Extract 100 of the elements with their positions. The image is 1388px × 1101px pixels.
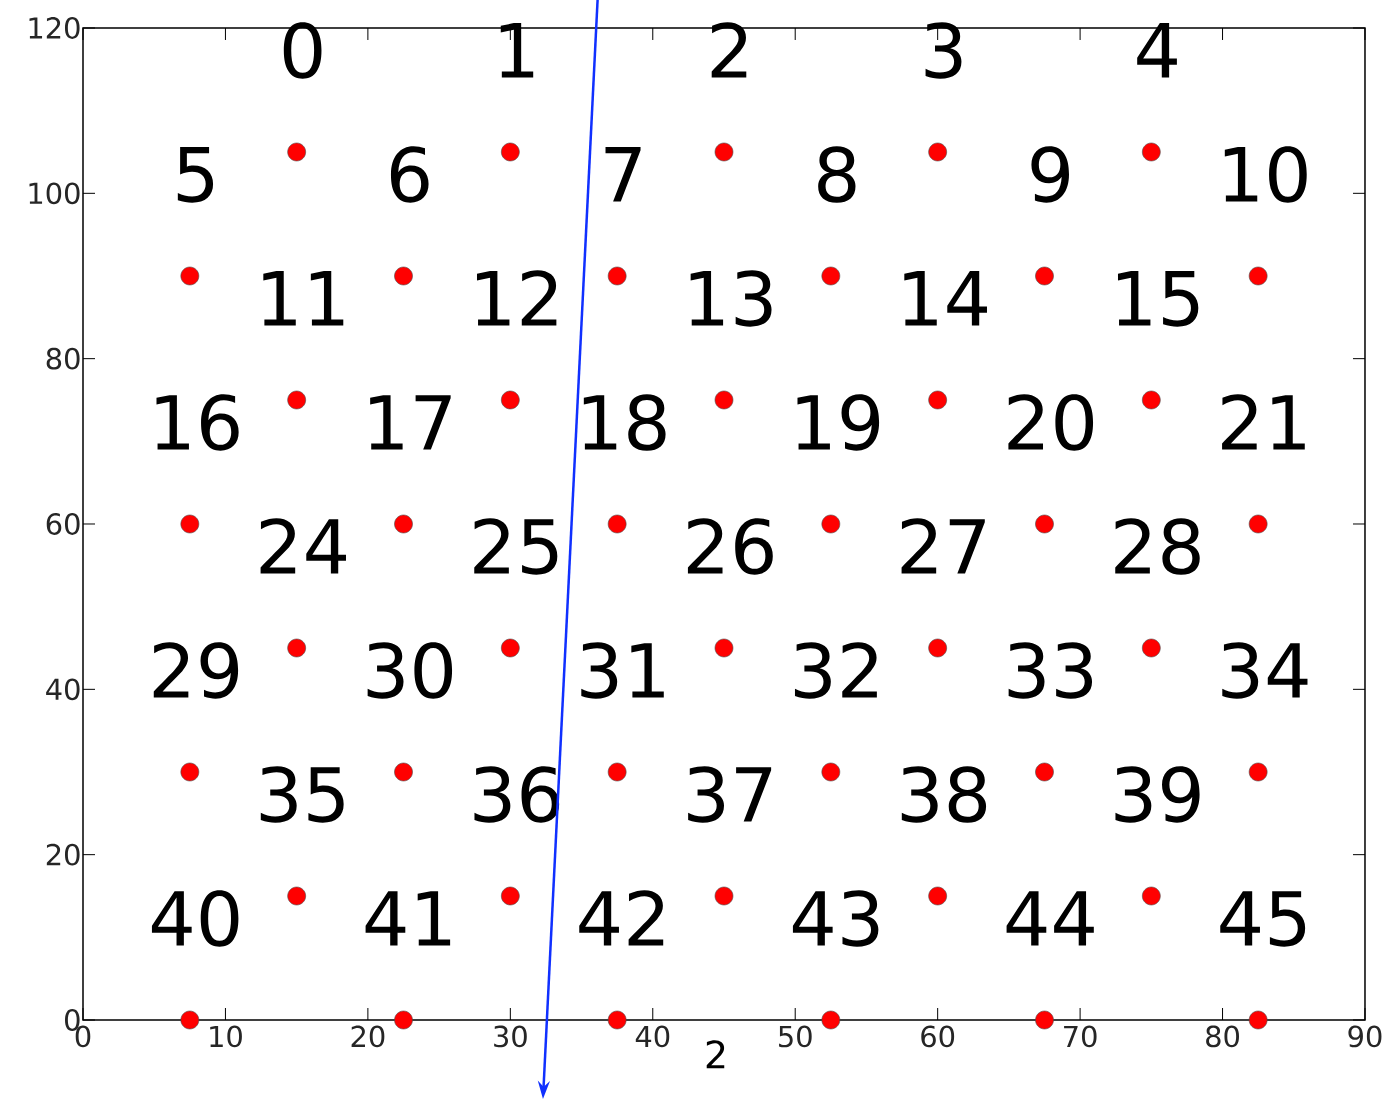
annotation: 39 [1115, 766, 1200, 823]
point [1035, 514, 1054, 534]
annotation: 31 [581, 642, 664, 699]
point [394, 266, 413, 286]
point [1142, 638, 1161, 658]
point [1142, 390, 1161, 410]
annotation: 5 [177, 147, 214, 203]
annotation: 10 [1224, 146, 1307, 203]
point [1248, 1010, 1268, 1030]
annotation: 41 [365, 891, 451, 946]
point [714, 390, 734, 410]
y-tick-label: 80 [46, 347, 80, 370]
annotation: 35 [260, 766, 344, 823]
annotation: 18 [583, 394, 666, 451]
point [607, 514, 627, 534]
annotation: 20 [1008, 394, 1094, 451]
annotation: 26 [687, 518, 773, 575]
point [287, 142, 306, 162]
point [1035, 762, 1054, 782]
point [821, 762, 841, 782]
annotation: 4 [1137, 23, 1177, 78]
annotation: 13 [690, 270, 772, 327]
x-tick-label: 70 [1064, 1025, 1097, 1048]
point [1035, 1010, 1054, 1030]
point [607, 762, 627, 782]
annotation: 8 [818, 146, 856, 203]
point [714, 142, 734, 162]
y-tick-label: 60 [46, 513, 80, 535]
annotation: 38 [901, 766, 987, 823]
y-tick-label: 120 [29, 17, 80, 39]
annotation: 1 [500, 23, 534, 78]
annotation: 9 [1031, 146, 1069, 203]
point [501, 142, 520, 162]
point [180, 762, 200, 782]
annotation: 27 [901, 518, 985, 574]
annotation: 16 [156, 394, 239, 451]
point [821, 514, 841, 534]
point [928, 390, 947, 410]
x-tick-label: 80 [1206, 1025, 1239, 1048]
point [501, 390, 520, 410]
x-tick-label: 10 [210, 1025, 242, 1048]
x-tick-label: 90 [1348, 1025, 1382, 1048]
x-tick-label: 50 [779, 1025, 812, 1048]
annotation: 17 [370, 395, 451, 450]
annotation: 32 [794, 642, 877, 699]
y-tick-label: 20 [46, 843, 80, 866]
x-tick-label: 60 [921, 1025, 955, 1048]
annotation: 19 [797, 394, 880, 451]
point [1142, 886, 1161, 906]
annotation: 15 [1117, 271, 1199, 327]
point [1035, 266, 1054, 286]
annotation: 6 [390, 146, 429, 203]
point [287, 638, 306, 658]
point [928, 142, 947, 162]
point [287, 390, 306, 410]
y-tick-label: 40 [46, 678, 80, 701]
point [821, 1010, 841, 1030]
annotation: 45 [1220, 891, 1306, 947]
point [1142, 142, 1161, 162]
annotation: 2 [711, 22, 747, 78]
point [607, 266, 627, 286]
point [1248, 762, 1268, 782]
annotation: 21 [1222, 394, 1305, 450]
point [928, 886, 947, 906]
point [501, 886, 520, 906]
annotation: 37 [688, 766, 772, 823]
x-tick-label: 20 [351, 1025, 385, 1048]
annotation: 30 [367, 642, 453, 699]
annotation: 34 [1222, 642, 1308, 699]
point [394, 762, 413, 782]
annotation: 0 [283, 22, 322, 79]
x-tick-label: 30 [494, 1025, 527, 1048]
point [928, 638, 947, 658]
annotation: 28 [1115, 518, 1200, 575]
annotation: 43 [792, 890, 879, 947]
x-tick-label: 40 [635, 1025, 670, 1048]
x-axis-title: 2 [706, 1040, 725, 1069]
point [180, 514, 200, 534]
point [394, 1010, 413, 1030]
y-tick-label: 100 [29, 182, 80, 205]
point [1248, 266, 1268, 286]
point [1248, 514, 1268, 534]
annotation: 12 [476, 270, 557, 326]
annotation: 44 [1006, 891, 1094, 946]
annotation: 11 [263, 271, 344, 326]
annotation: 24 [260, 518, 346, 574]
annotation: 40 [151, 890, 239, 947]
point [821, 266, 841, 286]
annotation: 33 [1008, 642, 1093, 699]
point [501, 638, 520, 658]
annotation: 7 [605, 147, 641, 202]
point [714, 886, 734, 906]
point [714, 638, 734, 658]
point [287, 886, 306, 906]
annotation: 3 [925, 22, 962, 79]
point [394, 514, 413, 534]
point [180, 266, 200, 286]
annotation: 14 [904, 271, 987, 326]
annotation: 42 [579, 890, 664, 946]
annotation: 29 [153, 642, 239, 699]
